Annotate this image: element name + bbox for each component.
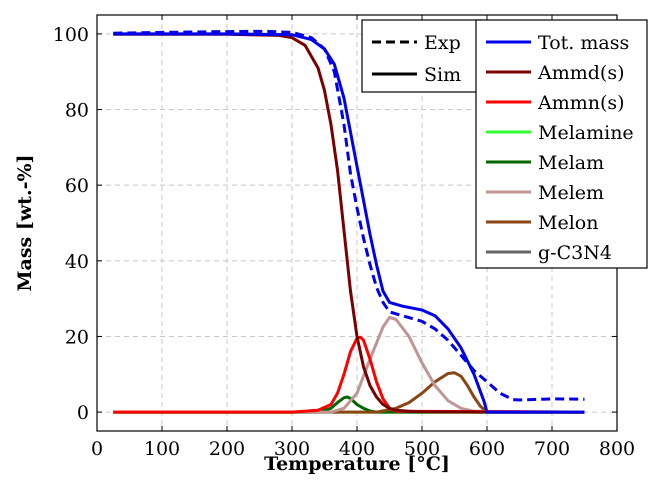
series-legend: Tot. mass Ammd(s) Ammn(s) Melamine Melam Mele… bbox=[475, 19, 648, 269]
y-tick-label: 0 bbox=[77, 402, 89, 424]
series-line-melem-sim bbox=[113, 316, 585, 414]
y-tick-label: 100 bbox=[53, 24, 89, 46]
axis-ticks: 0 100 200 300 400 500 600 700 800 0 20 40 60 80 100 bbox=[53, 15, 635, 460]
x-tick-label: 600 bbox=[469, 438, 505, 460]
series-legend-label: g-C3N4 bbox=[538, 242, 612, 264]
series-legend-label: Ammd(s) bbox=[537, 62, 625, 84]
series-line-ammd-s-sim bbox=[113, 32, 585, 414]
y-tick-label: 20 bbox=[65, 326, 89, 348]
x-tick-label: 700 bbox=[534, 438, 570, 460]
x-axis-title: Temperature [°C] bbox=[264, 453, 450, 475]
x-tick-label: 500 bbox=[404, 438, 440, 460]
y-tick-label: 60 bbox=[65, 175, 89, 197]
x-tick-label: 0 bbox=[91, 438, 103, 460]
series-legend-label: Ammn(s) bbox=[537, 92, 625, 114]
style-legend: Exp Sim bbox=[361, 19, 483, 93]
series-legend-label: Tot. mass bbox=[538, 32, 629, 54]
style-legend-label: Exp bbox=[424, 32, 461, 54]
y-tick-label: 40 bbox=[65, 251, 89, 273]
series-legend-label: Melam bbox=[538, 152, 604, 174]
series-legend-box bbox=[475, 19, 648, 269]
x-tick-label: 300 bbox=[274, 438, 310, 460]
x-tick-label: 400 bbox=[339, 438, 375, 460]
x-tick-label: 100 bbox=[144, 438, 180, 460]
series-legend-label: Melon bbox=[538, 212, 598, 234]
series-legend-label: Melamine bbox=[538, 122, 634, 144]
x-tick-label: 200 bbox=[209, 438, 245, 460]
series-line-melon-sim bbox=[113, 371, 585, 414]
series-legend-label: Melem bbox=[538, 182, 604, 204]
y-axis-title: Mass [wt.-%] bbox=[14, 154, 36, 291]
series-layer bbox=[113, 29, 585, 414]
x-tick-label: 800 bbox=[599, 438, 635, 460]
style-legend-box bbox=[361, 19, 483, 93]
y-tick-label: 80 bbox=[65, 100, 89, 122]
series-line-tot-mass-exp bbox=[113, 29, 585, 402]
style-legend-label: Sim bbox=[424, 64, 461, 86]
